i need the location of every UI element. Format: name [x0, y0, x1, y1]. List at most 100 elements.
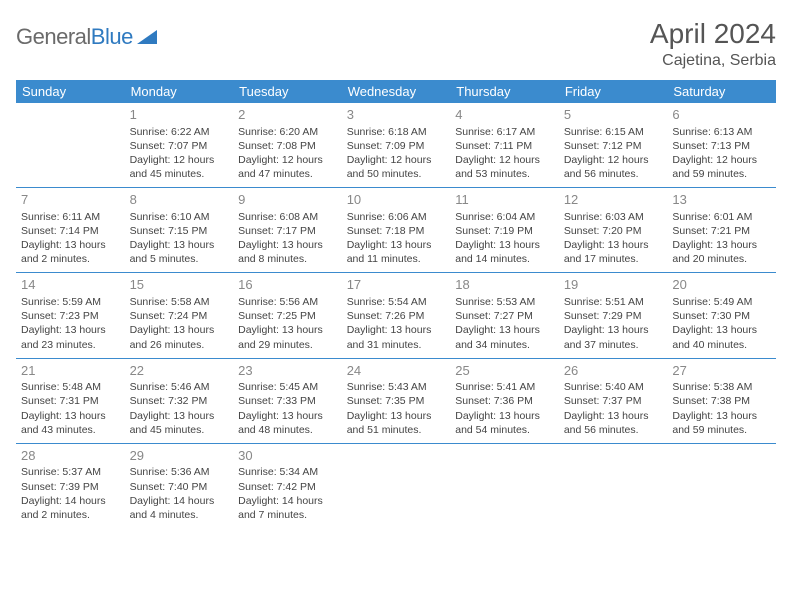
- sunrise-line: Sunrise: 5:46 AM: [130, 380, 229, 394]
- daylight-line: Daylight: 12 hours and 45 minutes.: [130, 153, 229, 181]
- col-wednesday: Wednesday: [342, 80, 451, 103]
- daylight-line: Daylight: 13 hours and 11 minutes.: [347, 238, 446, 266]
- day-number: 12: [564, 191, 663, 209]
- daylight-line: Daylight: 13 hours and 56 minutes.: [564, 409, 663, 437]
- day-number: 4: [455, 106, 554, 124]
- sunset-line: Sunset: 7:12 PM: [564, 139, 663, 153]
- sunset-line: Sunset: 7:15 PM: [130, 224, 229, 238]
- col-monday: Monday: [125, 80, 234, 103]
- sunset-line: Sunset: 7:29 PM: [564, 309, 663, 323]
- sunset-line: Sunset: 7:11 PM: [455, 139, 554, 153]
- daylight-line: Daylight: 12 hours and 53 minutes.: [455, 153, 554, 181]
- calendar-cell: 4Sunrise: 6:17 AMSunset: 7:11 PMDaylight…: [450, 103, 559, 188]
- calendar-body: 1Sunrise: 6:22 AMSunset: 7:07 PMDaylight…: [16, 103, 776, 528]
- location: Cajetina, Serbia: [650, 52, 776, 70]
- day-number: 21: [21, 362, 120, 380]
- sunset-line: Sunset: 7:19 PM: [455, 224, 554, 238]
- day-number: 24: [347, 362, 446, 380]
- sunrise-line: Sunrise: 5:41 AM: [455, 380, 554, 394]
- day-number: 22: [130, 362, 229, 380]
- calendar-cell: 21Sunrise: 5:48 AMSunset: 7:31 PMDayligh…: [16, 358, 125, 443]
- daylight-line: Daylight: 13 hours and 40 minutes.: [672, 323, 771, 351]
- sunset-line: Sunset: 7:24 PM: [130, 309, 229, 323]
- sunset-line: Sunset: 7:40 PM: [130, 480, 229, 494]
- sunset-line: Sunset: 7:21 PM: [672, 224, 771, 238]
- sunset-line: Sunset: 7:26 PM: [347, 309, 446, 323]
- sunrise-line: Sunrise: 5:45 AM: [238, 380, 337, 394]
- sunrise-line: Sunrise: 6:08 AM: [238, 210, 337, 224]
- daylight-line: Daylight: 14 hours and 7 minutes.: [238, 494, 337, 522]
- calendar-cell: [16, 103, 125, 188]
- logo-text-general: General: [16, 24, 91, 50]
- sunrise-line: Sunrise: 5:36 AM: [130, 465, 229, 479]
- sunset-line: Sunset: 7:33 PM: [238, 394, 337, 408]
- calendar-cell: [342, 443, 451, 528]
- daylight-line: Daylight: 13 hours and 14 minutes.: [455, 238, 554, 266]
- calendar-cell: 6Sunrise: 6:13 AMSunset: 7:13 PMDaylight…: [667, 103, 776, 188]
- calendar-row: 14Sunrise: 5:59 AMSunset: 7:23 PMDayligh…: [16, 273, 776, 358]
- calendar-cell: 11Sunrise: 6:04 AMSunset: 7:19 PMDayligh…: [450, 188, 559, 273]
- sunset-line: Sunset: 7:39 PM: [21, 480, 120, 494]
- col-friday: Friday: [559, 80, 668, 103]
- calendar-cell: 23Sunrise: 5:45 AMSunset: 7:33 PMDayligh…: [233, 358, 342, 443]
- day-number: 28: [21, 447, 120, 465]
- day-number: 9: [238, 191, 337, 209]
- sunrise-line: Sunrise: 5:38 AM: [672, 380, 771, 394]
- calendar-cell: 22Sunrise: 5:46 AMSunset: 7:32 PMDayligh…: [125, 358, 234, 443]
- calendar-row: 21Sunrise: 5:48 AMSunset: 7:31 PMDayligh…: [16, 358, 776, 443]
- daylight-line: Daylight: 13 hours and 26 minutes.: [130, 323, 229, 351]
- calendar-cell: 8Sunrise: 6:10 AMSunset: 7:15 PMDaylight…: [125, 188, 234, 273]
- daylight-line: Daylight: 12 hours and 47 minutes.: [238, 153, 337, 181]
- daylight-line: Daylight: 13 hours and 31 minutes.: [347, 323, 446, 351]
- col-saturday: Saturday: [667, 80, 776, 103]
- day-number: 8: [130, 191, 229, 209]
- day-number: 15: [130, 276, 229, 294]
- calendar-cell: 15Sunrise: 5:58 AMSunset: 7:24 PMDayligh…: [125, 273, 234, 358]
- daylight-line: Daylight: 12 hours and 59 minutes.: [672, 153, 771, 181]
- sunrise-line: Sunrise: 5:56 AM: [238, 295, 337, 309]
- sunrise-line: Sunrise: 5:49 AM: [672, 295, 771, 309]
- calendar-row: 28Sunrise: 5:37 AMSunset: 7:39 PMDayligh…: [16, 443, 776, 528]
- sunset-line: Sunset: 7:20 PM: [564, 224, 663, 238]
- title-block: April 2024 Cajetina, Serbia: [650, 18, 776, 70]
- calendar-row: 7Sunrise: 6:11 AMSunset: 7:14 PMDaylight…: [16, 188, 776, 273]
- month-title: April 2024: [650, 18, 776, 50]
- day-number: 27: [672, 362, 771, 380]
- sunrise-line: Sunrise: 6:03 AM: [564, 210, 663, 224]
- calendar-header-row: Sunday Monday Tuesday Wednesday Thursday…: [16, 80, 776, 103]
- day-number: 18: [455, 276, 554, 294]
- calendar-cell: 14Sunrise: 5:59 AMSunset: 7:23 PMDayligh…: [16, 273, 125, 358]
- daylight-line: Daylight: 13 hours and 34 minutes.: [455, 323, 554, 351]
- daylight-line: Daylight: 12 hours and 50 minutes.: [347, 153, 446, 181]
- daylight-line: Daylight: 13 hours and 2 minutes.: [21, 238, 120, 266]
- sunset-line: Sunset: 7:27 PM: [455, 309, 554, 323]
- calendar-cell: 29Sunrise: 5:36 AMSunset: 7:40 PMDayligh…: [125, 443, 234, 528]
- day-number: 7: [21, 191, 120, 209]
- day-number: 5: [564, 106, 663, 124]
- sunrise-line: Sunrise: 6:13 AM: [672, 125, 771, 139]
- calendar-cell: 9Sunrise: 6:08 AMSunset: 7:17 PMDaylight…: [233, 188, 342, 273]
- sunset-line: Sunset: 7:42 PM: [238, 480, 337, 494]
- sunset-line: Sunset: 7:35 PM: [347, 394, 446, 408]
- daylight-line: Daylight: 13 hours and 37 minutes.: [564, 323, 663, 351]
- day-number: 23: [238, 362, 337, 380]
- sunset-line: Sunset: 7:32 PM: [130, 394, 229, 408]
- calendar-cell: 30Sunrise: 5:34 AMSunset: 7:42 PMDayligh…: [233, 443, 342, 528]
- day-number: 10: [347, 191, 446, 209]
- sunrise-line: Sunrise: 6:04 AM: [455, 210, 554, 224]
- calendar-cell: [559, 443, 668, 528]
- calendar-cell: 17Sunrise: 5:54 AMSunset: 7:26 PMDayligh…: [342, 273, 451, 358]
- day-number: 14: [21, 276, 120, 294]
- calendar-cell: 20Sunrise: 5:49 AMSunset: 7:30 PMDayligh…: [667, 273, 776, 358]
- daylight-line: Daylight: 13 hours and 45 minutes.: [130, 409, 229, 437]
- daylight-line: Daylight: 13 hours and 51 minutes.: [347, 409, 446, 437]
- sunrise-line: Sunrise: 6:18 AM: [347, 125, 446, 139]
- calendar-cell: 1Sunrise: 6:22 AMSunset: 7:07 PMDaylight…: [125, 103, 234, 188]
- calendar-cell: 18Sunrise: 5:53 AMSunset: 7:27 PMDayligh…: [450, 273, 559, 358]
- daylight-line: Daylight: 13 hours and 23 minutes.: [21, 323, 120, 351]
- calendar-page: GeneralBlue April 2024 Cajetina, Serbia …: [0, 0, 792, 538]
- day-number: 11: [455, 191, 554, 209]
- daylight-line: Daylight: 13 hours and 20 minutes.: [672, 238, 771, 266]
- calendar-cell: 12Sunrise: 6:03 AMSunset: 7:20 PMDayligh…: [559, 188, 668, 273]
- calendar-cell: 27Sunrise: 5:38 AMSunset: 7:38 PMDayligh…: [667, 358, 776, 443]
